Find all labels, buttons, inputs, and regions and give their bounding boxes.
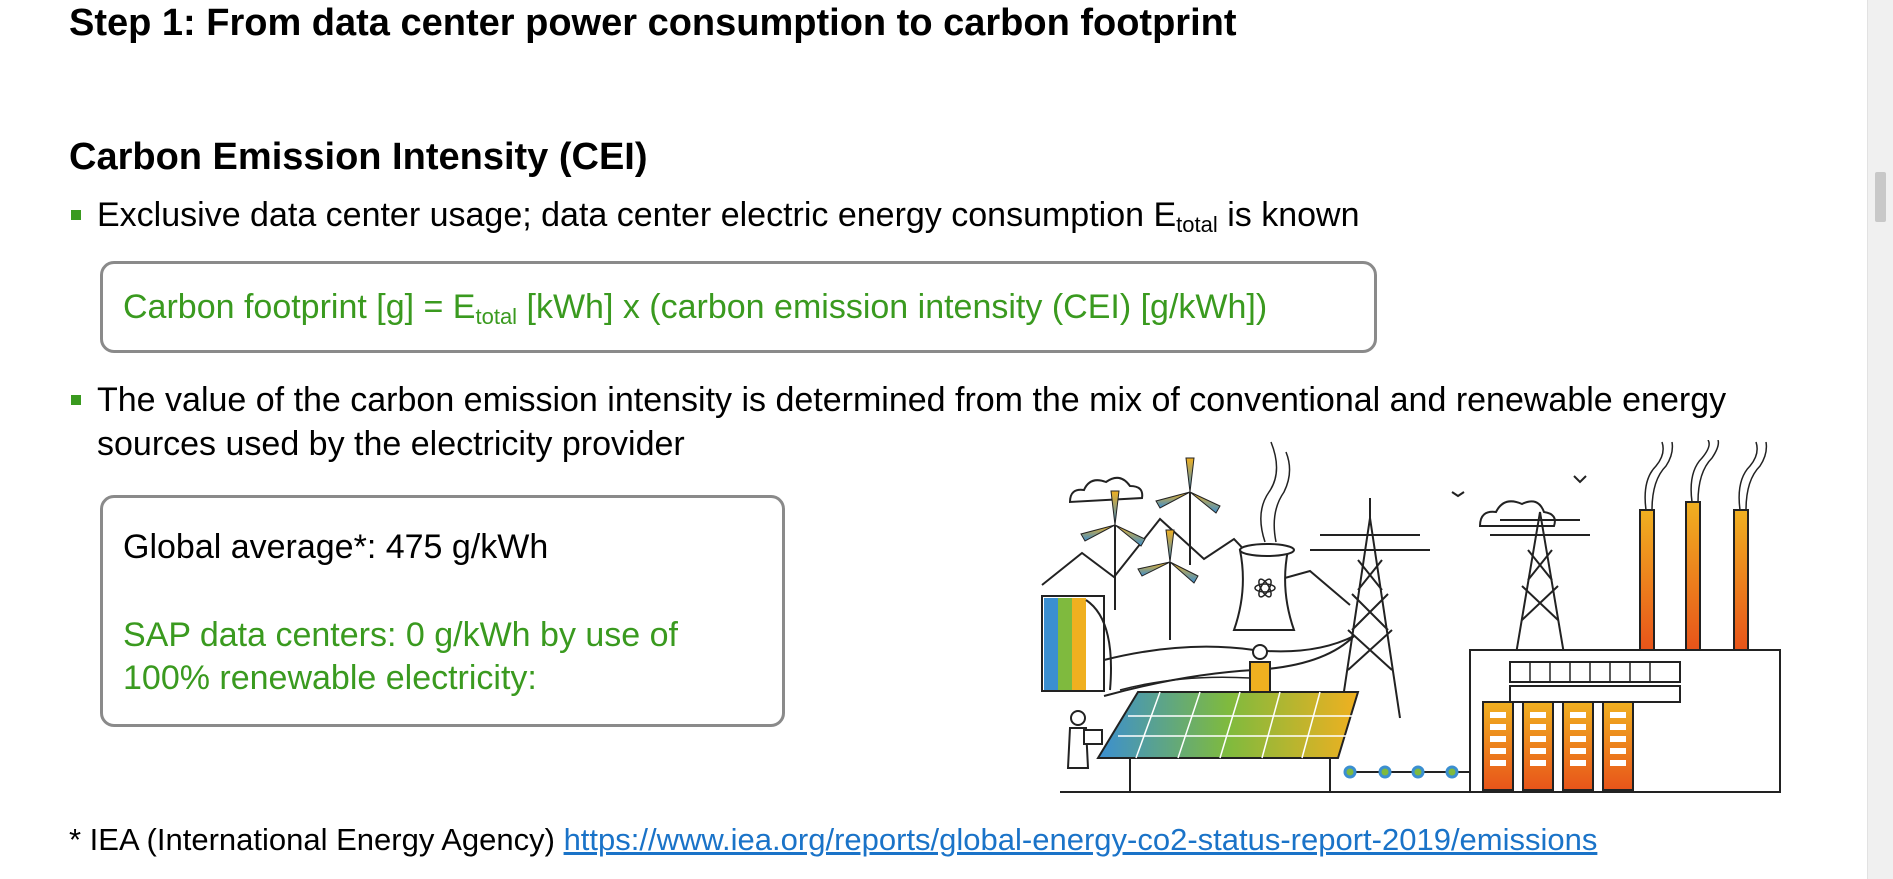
average-box: Global average*: 475 g/kWh SAP data cent… bbox=[100, 495, 785, 727]
page-title: Step 1: From data center power consumpti… bbox=[69, 2, 1237, 44]
footnote-prefix: * IEA (International Energy Agency) bbox=[69, 822, 564, 857]
bullet-text-end: is known bbox=[1217, 196, 1360, 234]
sap-line-2: 100% renewable electricity: bbox=[123, 659, 537, 697]
formula-box: Carbon footprint [g] = Etotal [kWh] x (c… bbox=[100, 261, 1377, 353]
energy-landscape-illustration bbox=[1041, 440, 1781, 793]
bullet-square-icon bbox=[71, 210, 81, 220]
footnote: * IEA (International Energy Agency) http… bbox=[69, 822, 1597, 858]
bullet-text: The value of the carbon emission intensi… bbox=[97, 378, 1726, 466]
formula-part-end: [kWh] x (carbon emission intensity (CEI)… bbox=[517, 288, 1268, 326]
scrollbar-thumb[interactable] bbox=[1875, 172, 1886, 222]
bullet-text-line: The value of the carbon emission intensi… bbox=[97, 381, 1727, 419]
bullet-text-line: sources used by the electricity provider bbox=[97, 425, 685, 463]
global-average-text: Global average*: 475 g/kWh bbox=[123, 528, 549, 566]
formula-text: Carbon footprint [g] = Etotal [kWh] x (c… bbox=[123, 288, 1268, 329]
iea-report-link[interactable]: https://www.iea.org/reports/global-energ… bbox=[563, 822, 1598, 857]
section-heading: Carbon Emission Intensity (CEI) bbox=[69, 136, 648, 178]
bullet-subscript: total bbox=[1176, 212, 1218, 237]
formula-subscript: total bbox=[475, 304, 518, 329]
sap-datacenter-text: SAP data centers: 0 g/kWh by use of 100%… bbox=[123, 614, 678, 700]
formula-part: Carbon footprint [g] = E bbox=[123, 288, 476, 326]
bullet-square-icon bbox=[71, 395, 81, 405]
vertical-scrollbar[interactable] bbox=[1867, 0, 1893, 879]
bullet-text: Exclusive data center usage; data center… bbox=[97, 193, 1359, 237]
bullet-text-main: Exclusive data center usage; data center… bbox=[97, 196, 1177, 234]
sap-line-1: SAP data centers: 0 g/kWh by use of bbox=[123, 616, 679, 654]
